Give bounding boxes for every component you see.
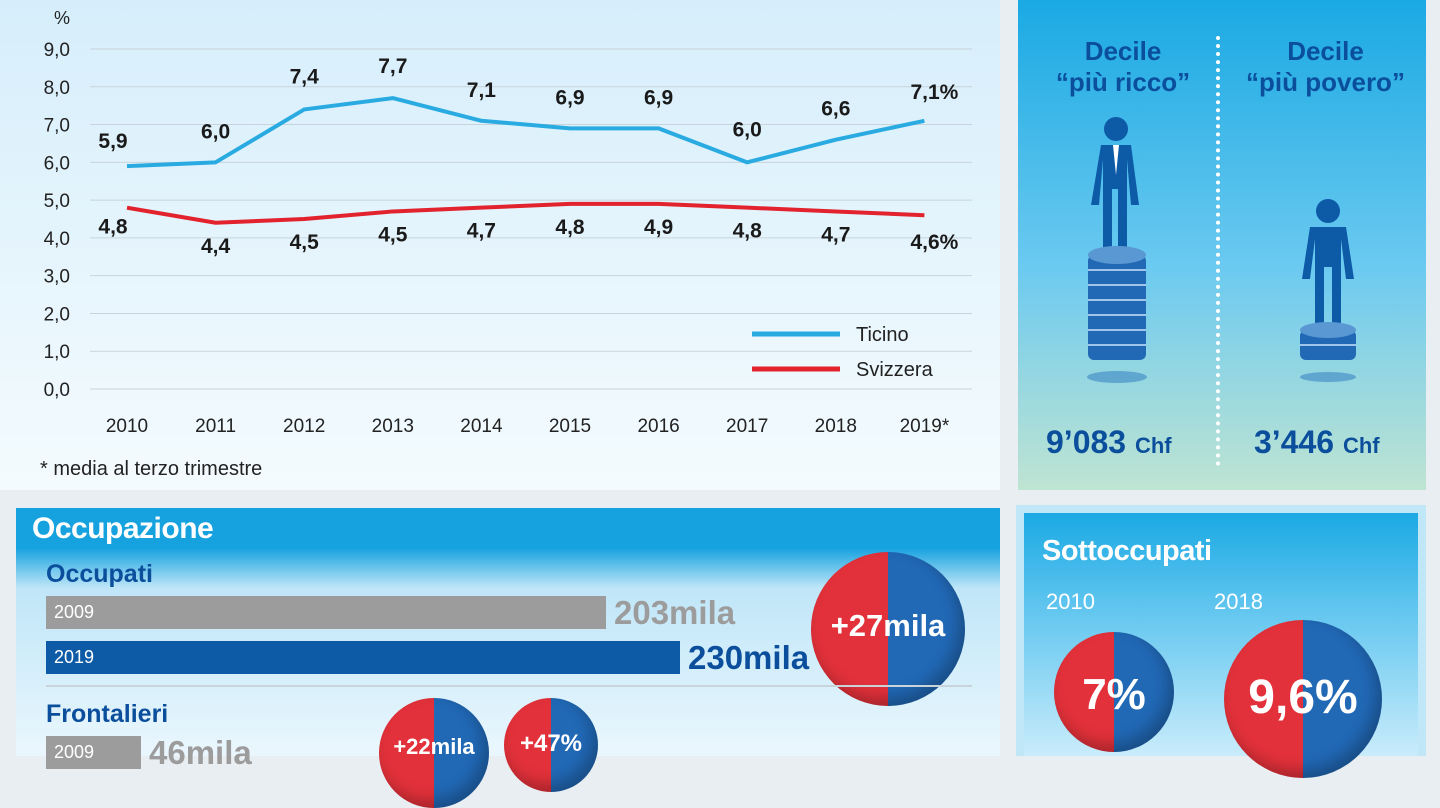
frontalieri-value-2009: 46mila: [149, 734, 252, 771]
data-label-ticino: 6,9: [555, 86, 584, 109]
poor-income-amount: 3’446 Chf: [1254, 424, 1380, 460]
frontalieri-label: Frontalieri: [46, 700, 169, 728]
legend-label-ticino: Ticino: [856, 324, 909, 346]
y-tick-label: 9,0: [44, 40, 70, 61]
data-label-svizzera: 4,9: [644, 216, 673, 239]
legend-label-svizzera: Svizzera: [856, 359, 934, 381]
x-tick-label: 2012: [283, 416, 325, 437]
data-label-svizzera: 4,7: [821, 223, 850, 246]
occupati-bar-2019: 2019: [46, 641, 680, 674]
y-tick-label: 4,0: [44, 229, 70, 250]
coin-stack-small-icon: [1300, 322, 1356, 382]
frontalieri-pct-change-circle: +47%: [504, 698, 598, 792]
x-tick-label: 2013: [372, 416, 414, 437]
underemployed-year-2018: 2018: [1214, 589, 1263, 614]
data-label-ticino: 5,9: [98, 130, 127, 153]
unemployment-line-chart: % 0,0 1,0 2,0 3,0 4,0 5,0 6,0 7,0 8,0 9,0 2010 201…: [40, 8, 972, 480]
employment-panel: Occupazione Occupati 2009 203mila 2019 2…: [16, 508, 1000, 808]
y-tick-label: 2,0: [44, 304, 70, 325]
underemployed-panel: Sottoccupati 2010 2018 7% 9,6%: [1016, 505, 1426, 778]
x-tick-label: 2017: [726, 416, 768, 437]
rich-person-icon: [1087, 117, 1147, 383]
series-line-svizzera: [126, 201, 925, 225]
data-label-svizzera: 4,8: [733, 220, 763, 243]
y-tick-label: 1,0: [44, 342, 70, 363]
y-tick-label: 6,0: [44, 153, 70, 174]
series-line-ticino: [126, 96, 925, 169]
y-tick-label: 8,0: [44, 78, 70, 99]
data-label-ticino: 7,1%: [910, 81, 958, 104]
data-label-ticino: 6,6: [821, 98, 850, 121]
frontalieri-abs-change-circle: +22mila: [379, 698, 489, 808]
occupati-value-2019: 230mila: [688, 639, 810, 676]
y-tick-label: 7,0: [44, 116, 70, 137]
x-tick-label: 2019*: [900, 416, 950, 437]
coin-stack-icon: [1087, 246, 1147, 383]
underemployed-year-2010: 2010: [1046, 589, 1095, 614]
employment-title: Occupazione: [32, 512, 214, 545]
x-tick-label: 2014: [460, 416, 503, 437]
underemployed-title: Sottoccupati: [1042, 535, 1212, 567]
data-label-svizzera: 4,5: [378, 223, 408, 246]
y-tick-label: 3,0: [44, 267, 70, 288]
occupati-label: Occupati: [46, 560, 153, 588]
occupati-change-circle: +27mila: [811, 552, 965, 706]
chart-footnote: * media al terzo trimestre: [40, 458, 262, 480]
underemployed-circle-2018: 9,6%: [1224, 620, 1382, 778]
data-label-ticino: 6,0: [201, 120, 230, 143]
frontalieri-bar-2009: 2009: [46, 736, 141, 769]
rich-income-amount: 9’083 Chf: [1046, 424, 1172, 460]
data-label-svizzera: 4,4: [201, 235, 231, 258]
unemployment-chart-panel: % 0,0 1,0 2,0 3,0 4,0 5,0 6,0 7,0 8,0 9,0 2010 201…: [0, 0, 1000, 490]
y-axis-unit: %: [54, 8, 70, 28]
data-label-ticino: 7,7: [378, 55, 407, 78]
data-label-svizzera: 4,7: [467, 220, 496, 243]
x-tick-label: 2010: [106, 416, 148, 437]
data-label-ticino: 7,4: [290, 65, 320, 88]
x-tick-label: 2018: [815, 416, 857, 437]
data-label-svizzera: 4,8: [555, 216, 585, 239]
data-label-ticino: 6,0: [733, 118, 762, 141]
x-tick-label: 2016: [637, 416, 679, 437]
poor-decile-title: Decile “più povero”: [1246, 36, 1405, 97]
rich-decile-title: Decile “più ricco”: [1055, 36, 1191, 97]
occupati-bar-2009: 2009: [46, 596, 606, 629]
data-label-svizzera: 4,8: [98, 216, 128, 239]
data-label-ticino: 6,9: [644, 86, 673, 109]
poor-person-icon: [1300, 199, 1356, 382]
data-label-ticino: 7,1: [467, 79, 497, 102]
y-tick-label: 5,0: [44, 191, 70, 212]
x-tick-label: 2015: [549, 416, 591, 437]
income-decile-panel: Decile “più ricco” Decile “più povero” 9…: [1018, 0, 1426, 490]
underemployed-circle-2010: 7%: [1054, 632, 1174, 752]
data-label-svizzera: 4,5: [290, 231, 320, 254]
occupati-value-2009: 203mila: [614, 594, 736, 631]
decile-divider: [1216, 36, 1220, 466]
section-divider: [46, 685, 972, 687]
x-tick-label: 2011: [195, 416, 236, 437]
data-label-svizzera: 4,6%: [910, 231, 958, 254]
y-tick-label: 0,0: [44, 380, 70, 401]
